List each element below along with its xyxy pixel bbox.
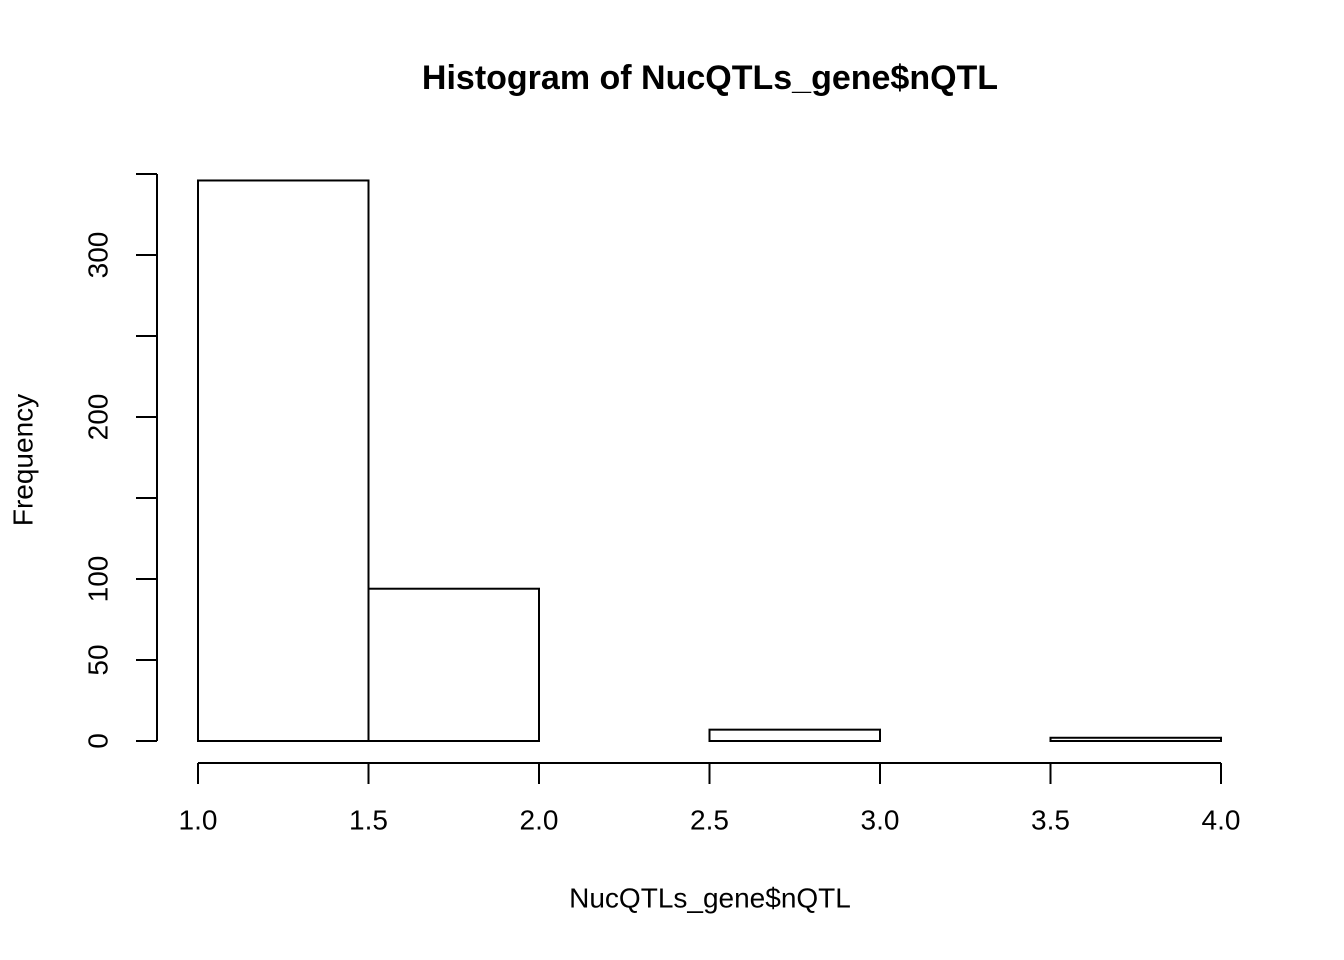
- x-tick-label: 3.5: [1031, 804, 1070, 835]
- bar: [367, 587, 540, 742]
- y-tick-label: 300: [82, 232, 113, 279]
- x-axis-label: NucQTLs_gene$nQTL: [569, 882, 851, 913]
- x-tick-label: 2.5: [690, 804, 729, 835]
- y-tick-label: 200: [82, 394, 113, 441]
- x-tick-label: 1.5: [349, 804, 388, 835]
- x-tick-label: 3.0: [861, 804, 900, 835]
- chart-title: Histogram of NucQTLs_gene$nQTL: [422, 59, 998, 97]
- y-axis-label: Frequency: [7, 394, 38, 526]
- bar: [197, 179, 370, 743]
- x-tick-label: 4.0: [1202, 804, 1241, 835]
- y-tick-label: 100: [82, 556, 113, 603]
- x-tick-label: 1.0: [179, 804, 218, 835]
- bar: [708, 728, 881, 742]
- y-tick-label: 0: [82, 733, 113, 749]
- bar: [1049, 736, 1222, 743]
- x-tick-label: 2.0: [520, 804, 559, 835]
- y-tick-label: 50: [82, 644, 113, 675]
